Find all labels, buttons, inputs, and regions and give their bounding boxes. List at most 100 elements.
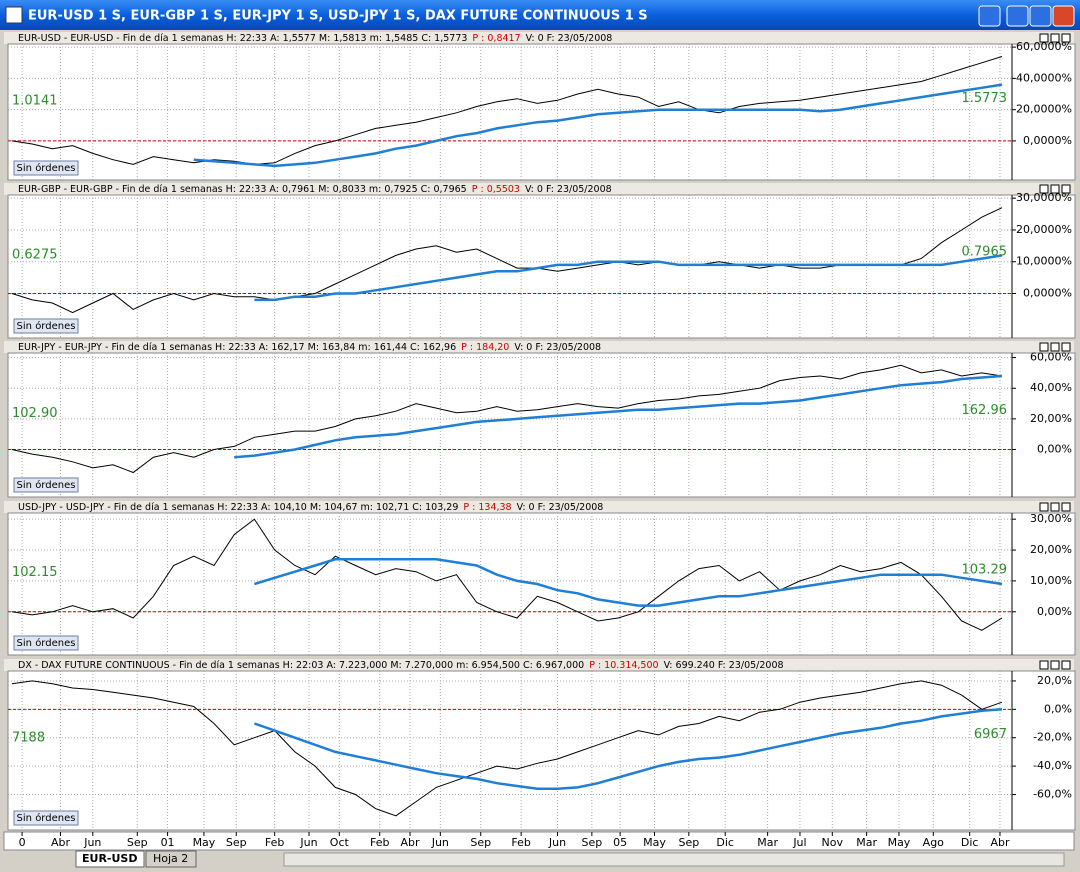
- pane-control[interactable]: [1061, 184, 1071, 194]
- y-tick-label: 0,00%: [1037, 443, 1072, 456]
- x-tick-label: Abr: [990, 836, 1010, 849]
- pane-control[interactable]: [1050, 33, 1060, 43]
- x-tick-label: Nov: [822, 836, 844, 849]
- pane-control[interactable]: [1061, 502, 1071, 512]
- header-part: V: 0 F: 23/05/2008: [517, 502, 604, 513]
- start-label: 7188: [12, 730, 45, 745]
- pane-header-text: EUR-USD - EUR-USD - Fin de día 1 semanas…: [18, 33, 612, 44]
- pane-header: [4, 659, 1074, 671]
- x-tick-label: Ago: [923, 836, 945, 849]
- pane-control[interactable]: [1039, 342, 1049, 352]
- header-part: V: 0 F: 23/05/2008: [514, 342, 601, 353]
- x-tick-label: Feb: [265, 836, 284, 849]
- pane-control[interactable]: [1050, 660, 1060, 670]
- pane-control[interactable]: [1050, 184, 1060, 194]
- x-tick-label: Feb: [511, 836, 530, 849]
- y-tick-label: 10,00%: [1030, 574, 1072, 587]
- end-label: 162.96: [962, 403, 1008, 418]
- price-line: [11, 518, 1003, 631]
- pane-control[interactable]: [1061, 660, 1071, 670]
- pane-control[interactable]: [1039, 184, 1049, 194]
- pane-header: [4, 341, 1074, 353]
- header-part: EUR-GBP - EUR-GBP - Fin de día 1 semanas…: [18, 184, 467, 195]
- x-tick-label: 0: [19, 836, 26, 849]
- pane-control[interactable]: [1039, 660, 1049, 670]
- x-tick-label: May: [888, 836, 911, 849]
- y-tick-label: 0,0000%: [1023, 134, 1072, 147]
- x-tick-label: 05: [613, 836, 627, 849]
- pane-control[interactable]: [1050, 502, 1060, 512]
- price-line: [254, 558, 1003, 607]
- pane-header: [4, 183, 1074, 195]
- order-button-label[interactable]: Sin órdenes: [17, 637, 76, 649]
- y-tick-label: 40,00%: [1030, 381, 1072, 394]
- x-tick-label: Jun: [431, 836, 449, 849]
- x-tick-label: May: [643, 836, 666, 849]
- order-button-label[interactable]: Sin órdenes: [17, 162, 76, 174]
- y-tick-label: -20,0%: [1033, 731, 1072, 744]
- close-button[interactable]: [1052, 5, 1075, 27]
- x-axis-strip: [3, 831, 1075, 851]
- y-tick-label: -60,0%: [1033, 788, 1072, 801]
- x-tick-label: Feb: [370, 836, 389, 849]
- price-line: [193, 83, 1003, 168]
- h-scrollbar[interactable]: [283, 852, 1065, 867]
- y-tick-label: 60,0000%: [1016, 40, 1072, 53]
- x-tick-label: Oct: [330, 836, 350, 849]
- pane-control[interactable]: [1039, 502, 1049, 512]
- app-icon: [5, 6, 23, 24]
- maximize-button[interactable]: [1029, 5, 1052, 27]
- x-tick-label: Sep: [127, 836, 148, 849]
- order-button[interactable]: [13, 160, 79, 176]
- tab-active[interactable]: [75, 850, 145, 868]
- x-tick-label: 01: [161, 836, 175, 849]
- restore-button[interactable]: [978, 5, 1001, 27]
- price-line: [254, 254, 1003, 302]
- order-button-label[interactable]: Sin órdenes: [17, 479, 76, 491]
- header-part: DX - DAX FUTURE CONTINUOUS - Fin de día …: [18, 660, 584, 671]
- header-part: V: 699.240 F: 23/05/2008: [664, 660, 784, 671]
- minimize-button[interactable]: [1006, 5, 1029, 27]
- end-label: 0.7965: [962, 245, 1008, 260]
- header-part: V: 0 F: 23/05/2008: [526, 33, 613, 44]
- pane-control[interactable]: [1039, 33, 1049, 43]
- tab-label[interactable]: Hoja 2: [153, 852, 188, 865]
- header-part: P : 0,5503: [472, 184, 520, 195]
- y-tick-label: 0,0%: [1044, 702, 1072, 715]
- order-button[interactable]: [13, 810, 79, 826]
- header-part: V: 0 F: 23/05/2008: [525, 184, 612, 195]
- start-label: 102.15: [12, 565, 58, 580]
- end-label: 103.29: [962, 562, 1008, 577]
- x-tick-label: May: [193, 836, 216, 849]
- x-tick-label: Abr: [51, 836, 71, 849]
- y-tick-label: 0,00%: [1037, 605, 1072, 618]
- tab-label[interactable]: EUR-USD: [82, 852, 137, 865]
- x-tick-label: Jun: [83, 836, 101, 849]
- order-button-label[interactable]: Sin órdenes: [17, 320, 76, 332]
- y-tick-label: 20,0000%: [1016, 223, 1072, 236]
- order-button[interactable]: [13, 477, 79, 493]
- start-label: 102.90: [12, 406, 58, 421]
- title-bar: [0, 0, 1080, 30]
- order-button[interactable]: [13, 318, 79, 334]
- y-tick-label: 10,0000%: [1016, 255, 1072, 268]
- pane-control[interactable]: [1061, 342, 1071, 352]
- x-tick-label: Jul: [792, 836, 806, 849]
- end-label: 1.5773: [962, 91, 1008, 106]
- pane-header-text: DX - DAX FUTURE CONTINUOUS - Fin de día …: [18, 660, 784, 671]
- x-tick-label: Jun: [548, 836, 566, 849]
- x-tick-label: Mar: [856, 836, 877, 849]
- order-button[interactable]: [13, 635, 79, 651]
- y-tick-label: 40,0000%: [1016, 71, 1072, 84]
- pane-control[interactable]: [1061, 33, 1071, 43]
- y-tick-label: 0,0000%: [1023, 287, 1072, 300]
- pane-header: [4, 501, 1074, 513]
- pane-control[interactable]: [1050, 342, 1060, 352]
- price-line: [11, 364, 1003, 474]
- y-tick-label: 20,00%: [1030, 412, 1072, 425]
- header-part: P : 184,20: [461, 342, 509, 353]
- tab[interactable]: [145, 850, 197, 868]
- y-tick-label: 20,0%: [1037, 674, 1072, 687]
- order-button-label[interactable]: Sin órdenes: [17, 812, 76, 824]
